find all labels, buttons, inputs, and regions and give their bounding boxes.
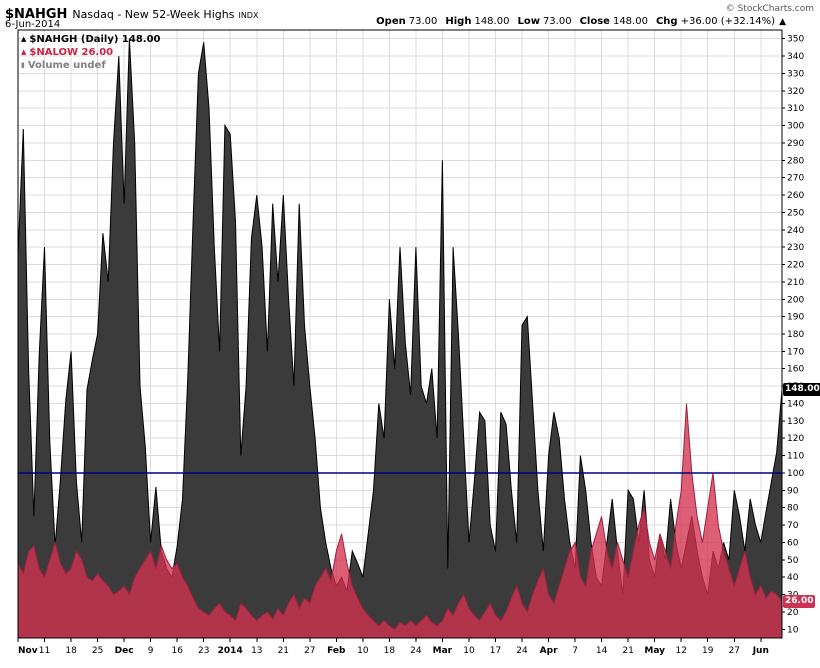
y-axis-label: 200 xyxy=(787,295,804,305)
chart-header: $NAHGH Nasdaq - New 52-Week Highs INDX xyxy=(5,3,258,22)
y-axis-label: 250 xyxy=(787,208,804,218)
y-axis-label: 90 xyxy=(787,486,799,496)
y-axis-label: 280 xyxy=(787,156,804,166)
x-axis-label: 11 xyxy=(39,646,50,656)
symbol: $NAHGH xyxy=(5,7,68,22)
legend-item: ▲ $NALOW 26.00 xyxy=(21,46,161,59)
y-axis-label: 140 xyxy=(787,400,804,410)
legend-item: ▲ $NAHGH (Daily) 148.00 xyxy=(21,33,161,46)
y-axis-label: 350 xyxy=(787,35,804,45)
y-axis-label: 70 xyxy=(787,521,799,531)
x-axis-label: 24 xyxy=(516,646,528,656)
x-axis-label: Dec xyxy=(115,646,134,656)
y-axis-label: 100 xyxy=(787,469,804,479)
price-marker: 148.00 xyxy=(783,383,820,396)
x-axis-label: May xyxy=(644,646,665,656)
x-axis-label: 25 xyxy=(92,646,103,656)
area-series-icon: ▲ xyxy=(21,48,27,56)
nalow-area-series xyxy=(17,403,783,639)
x-axis-label: 12 xyxy=(675,646,686,656)
copyright: © StockCharts.com xyxy=(725,4,814,14)
low-value: 73.00 xyxy=(542,16,572,27)
chg-label: Chg xyxy=(655,16,678,27)
chg-value: +36.00 (+32.14%) xyxy=(680,16,776,27)
x-axis-label: 14 xyxy=(596,646,608,656)
y-axis-label: 120 xyxy=(787,434,804,444)
x-axis-label: 24 xyxy=(410,646,422,656)
area-series-icon: ▲ xyxy=(21,35,27,43)
y-axis-label: 50 xyxy=(787,556,799,566)
x-axis-label: Apr xyxy=(540,646,558,656)
x-axis-label: Mar xyxy=(433,646,453,656)
y-axis-label: 320 xyxy=(787,87,804,97)
y-axis-label: 160 xyxy=(787,365,804,375)
y-axis-label: 130 xyxy=(787,417,804,427)
price-marker: 26.00 xyxy=(783,595,816,608)
y-axis-label: 40 xyxy=(787,573,799,583)
y-axis-label: 230 xyxy=(787,243,804,253)
y-axis-label: 10 xyxy=(787,625,799,635)
x-axis-label: 21 xyxy=(622,646,633,656)
change-up-arrow-icon: ▲ xyxy=(779,17,786,27)
high-value: 148.00 xyxy=(474,16,510,27)
chart-date: 6-Jun-2014 xyxy=(5,19,61,30)
y-axis-label: 60 xyxy=(787,539,799,549)
x-axis-label: 27 xyxy=(304,646,315,656)
y-axis-label: 110 xyxy=(787,452,804,462)
high-label: High xyxy=(445,16,472,27)
close-value: 148.00 xyxy=(612,16,648,27)
legend-label: Volume undef xyxy=(27,60,106,71)
y-axis-label: 80 xyxy=(787,504,799,514)
open-value: 73.00 xyxy=(408,16,438,27)
close-label: Close xyxy=(579,16,610,27)
x-axis-label: 23 xyxy=(198,646,209,656)
x-axis-label: 7 xyxy=(572,646,578,656)
legend-label: $NALOW 26.00 xyxy=(29,47,114,58)
x-axis-label: Nov xyxy=(18,646,38,656)
y-axis-label: 20 xyxy=(787,608,799,618)
x-axis-label: 18 xyxy=(65,646,77,656)
y-axis-label: 300 xyxy=(787,122,804,132)
x-axis-label: Jun xyxy=(752,646,769,656)
x-axis-label: 21 xyxy=(278,646,289,656)
chart-legend: ▲ $NAHGH (Daily) 148.00 ▲ $NALOW 26.00 ▮ Volu… xyxy=(21,33,161,72)
security-name: Nasdaq - New 52-Week Highs xyxy=(72,8,235,21)
x-axis-label: 18 xyxy=(384,646,396,656)
y-axis-label: 240 xyxy=(787,226,804,236)
y-axis-label: 270 xyxy=(787,174,804,184)
y-axis-label: 190 xyxy=(787,313,804,323)
y-axis-label: 220 xyxy=(787,261,804,271)
volume-bars-icon: ▮ xyxy=(21,61,25,69)
y-axis-label: 330 xyxy=(787,69,804,79)
legend-label: $NAHGH (Daily) 148.00 xyxy=(29,34,161,45)
x-axis-label: 19 xyxy=(702,646,714,656)
x-axis-label: 9 xyxy=(148,646,154,656)
x-axis-label: 27 xyxy=(729,646,740,656)
y-axis-label: 310 xyxy=(787,104,804,114)
x-axis-label: 13 xyxy=(251,646,262,656)
y-axis-label: 260 xyxy=(787,191,804,201)
x-axis-label: 16 xyxy=(171,646,183,656)
y-axis-label: 340 xyxy=(787,52,804,62)
x-axis-label: 10 xyxy=(357,646,369,656)
x-axis-label: 10 xyxy=(463,646,475,656)
y-axis-label: 210 xyxy=(787,278,804,288)
ohlc-row: Open 73.00 High 148.00 Low 73.00 Close 148.00 Ch… xyxy=(376,16,786,27)
x-axis-label: 17 xyxy=(490,646,501,656)
x-axis-label: 2014 xyxy=(218,646,243,656)
open-label: Open xyxy=(376,16,406,27)
legend-item: ▮ Volume undef xyxy=(21,59,161,72)
exchange-label: INDX xyxy=(238,11,259,20)
low-label: Low xyxy=(517,16,540,27)
x-axis-label: Feb xyxy=(327,646,346,656)
y-axis-label: 290 xyxy=(787,139,804,149)
y-axis-label: 170 xyxy=(787,347,804,357)
y-axis-label: 180 xyxy=(787,330,804,340)
